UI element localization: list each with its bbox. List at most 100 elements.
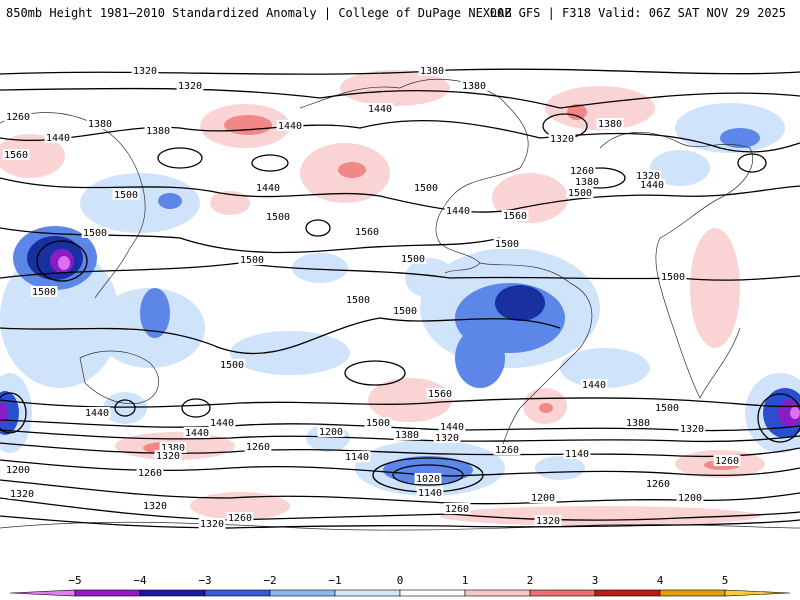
contour-closed-1500 [305,219,331,237]
contour-label: 1380 [626,418,650,429]
contour-label: 1320 [200,519,224,530]
colorbar-segment [399,589,466,597]
contour-label: 1500 [366,418,390,429]
contour-label: 1380 [146,126,170,137]
colorbar-tick-label: −2 [263,574,277,587]
contour-label: 1380 [598,119,622,130]
contour-label-halo [176,80,204,91]
contour-label-halo [254,182,282,193]
contour-label: 1260 [138,468,162,479]
contour-label: 1320 [143,501,167,512]
contour-line-1380 [0,87,800,109]
asia-coast [0,112,146,299]
contour-label-halo [226,512,254,523]
colorbar-tick-label: −5 [68,574,82,587]
contour-label: 1260 [445,504,469,515]
contour-low-1200 [0,392,27,434]
contour-label-halo [624,417,652,428]
contour-label: 1500 [32,287,56,298]
contour-label-halo [112,189,140,200]
negative-anomaly-area [158,193,182,209]
contour-label-halo [218,359,246,370]
positive-anomaly-core [338,162,366,178]
negative-anomaly-area [103,392,147,424]
contour-label: 1560 [428,389,452,400]
colorbar-segment [139,589,206,597]
negative-anomaly-core [495,285,545,321]
contour-label-halo [4,464,32,475]
negative-anomaly-peak [790,407,800,419]
contour-label: 1560 [503,211,527,222]
positive-anomaly-area [690,228,740,348]
contour-label: 1500 [393,306,417,317]
contour-label-halo [573,176,601,187]
contour-label-halo [154,450,182,461]
colorbar-segment [594,589,661,597]
contour-label-halo [548,133,576,144]
contour-label-halo [416,487,444,498]
positive-anomaly-area [210,191,250,215]
negative-anomaly-area [560,348,650,388]
contour-label-halo [30,286,58,297]
contour-low-1020 [392,464,464,486]
contour-label: 1260 [570,166,594,177]
contour-label-halo [493,444,521,455]
contour-line-1320 [0,442,800,458]
colorbar-tick-label: 1 [461,574,469,587]
contour-label: 1320 [178,81,202,92]
colorbar-tick-label: −4 [133,574,147,587]
contour-label: 1440 [256,183,280,194]
contour-label-halo [353,226,381,237]
negative-anomaly-peak [0,403,8,423]
contour-label-halo [563,448,591,459]
positive-anomaly-area [0,134,65,178]
contour-low-1200 [757,393,800,443]
contour-label: 1260 [715,456,739,467]
contour-label: 1440 [278,121,302,132]
contour-label: 1140 [565,449,589,460]
contour-label: 1380 [420,66,444,77]
map-title: 850mb Height 1981–2010 Standardized Anom… [6,6,512,20]
contour-label-halo [131,65,159,76]
contour-label-halo [426,388,454,399]
contour-label-halo [183,427,211,438]
contour-label: 1440 [185,428,209,439]
colorbar-end-arrow [9,589,76,597]
contour-label: 1380 [88,119,112,130]
contour-label-halo [159,442,187,453]
contour-label-halo [414,473,442,484]
contour-label: 1500 [655,403,679,414]
contour-label-halo [208,417,236,428]
contour-label-halo [713,455,741,466]
contour-label-halo [141,500,169,511]
antarctica-coast [0,521,800,531]
contour-low-1500 [36,240,88,282]
contour-label-halo [596,118,624,129]
contour-label-halo [418,65,446,76]
contour-label: 1440 [582,380,606,391]
negative-anomaly-area [405,258,455,298]
colorbar-tick-label: −3 [198,574,212,587]
contour-label-halo [276,120,304,131]
negative-anomaly-area [140,288,170,338]
contour-label: 1260 [495,445,519,456]
coastlines [0,78,800,531]
contour-label: 1500 [401,254,425,265]
contour-label-halo [86,118,114,129]
contour-label: 1440 [210,418,234,429]
contour-label-halo [317,426,345,437]
contour-label: 1440 [446,206,470,217]
contour-label-halo [444,205,472,216]
positive-anomaly-area [190,492,290,520]
contour-label: 1380 [462,81,486,92]
contour-label: 1440 [46,133,70,144]
contour-label: 1320 [435,433,459,444]
contour-label-halo [136,467,164,478]
contour-label-halo [2,149,30,160]
anomaly-shading [0,70,800,526]
positive-anomaly-core [567,104,587,120]
contour-label: 1500 [568,188,592,199]
contour-label-halo [529,492,557,503]
colorbar-tick-label: 2 [526,574,534,587]
negative-anomaly-area [80,173,200,233]
